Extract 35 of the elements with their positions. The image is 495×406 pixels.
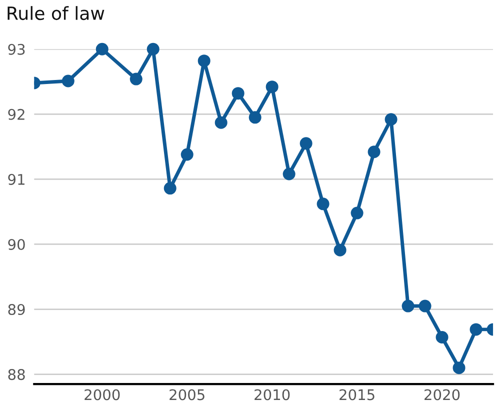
point — [164, 182, 176, 195]
point — [418, 300, 432, 312]
x-tick-label: 2000 — [84, 389, 120, 400]
x-tick-label: 2020 — [424, 389, 460, 400]
x-tick-label: 2015 — [340, 389, 374, 400]
y-tick-label: 91 — [8, 174, 24, 185]
y-tick-label: 93 — [8, 44, 25, 55]
point — [198, 54, 210, 68]
point — [350, 206, 364, 220]
point — [180, 148, 194, 161]
point — [436, 331, 448, 344]
x-tick-label: 2010 — [254, 389, 290, 400]
point — [282, 168, 296, 180]
x-tick-label: 2005 — [170, 389, 204, 400]
point — [384, 113, 398, 126]
point — [248, 111, 262, 124]
point — [316, 198, 330, 210]
y-tick-label: 88 — [8, 369, 25, 380]
point — [300, 137, 312, 150]
y-tick-label: 89 — [8, 304, 25, 316]
point — [266, 80, 278, 94]
point — [402, 300, 414, 312]
point — [232, 87, 244, 100]
point — [334, 244, 346, 256]
y-tick-label: 92 — [8, 108, 24, 120]
point — [146, 42, 160, 56]
point — [452, 362, 466, 374]
chart-title: Rule of law — [8, 6, 104, 20]
point — [130, 72, 142, 86]
point — [62, 74, 74, 88]
point — [368, 146, 380, 158]
y-tick-label: 90 — [8, 238, 25, 250]
point — [96, 42, 108, 56]
point — [470, 323, 482, 336]
point — [214, 116, 228, 129]
